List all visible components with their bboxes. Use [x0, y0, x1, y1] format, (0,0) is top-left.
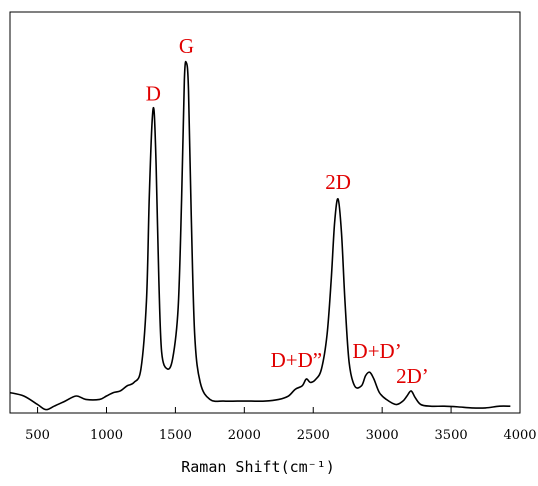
x-tick-label: 2000	[228, 428, 261, 443]
spectrum-line	[9, 60, 511, 411]
peak-annotations: DG 2D D+D” D+D’2D’	[146, 34, 429, 388]
x-tick-label: 1000	[90, 428, 123, 443]
x-tick-label: 3500	[435, 428, 468, 443]
peak-label: D	[146, 82, 161, 106]
x-tick-label: 4000	[503, 428, 536, 443]
peak-label: 2D’	[396, 364, 429, 388]
x-tick-label: 1500	[159, 428, 192, 443]
peak-label: D+D”	[271, 348, 323, 372]
peak-label: G	[179, 34, 194, 58]
peak-label: D+D’	[353, 339, 402, 363]
series-layer	[9, 60, 511, 411]
x-axis-label: Raman Shift(cm⁻¹)	[181, 458, 335, 476]
x-axis-ticks: 500 1000 1500 2000 2500 3000 3500 4000	[25, 407, 537, 443]
plot-border	[9, 11, 521, 414]
peak-label: 2D	[325, 170, 351, 194]
plot-frame	[9, 11, 521, 414]
x-tick-label: 2500	[297, 428, 330, 443]
x-tick-label: 500	[25, 428, 50, 443]
x-tick-label: 3000	[366, 428, 399, 443]
